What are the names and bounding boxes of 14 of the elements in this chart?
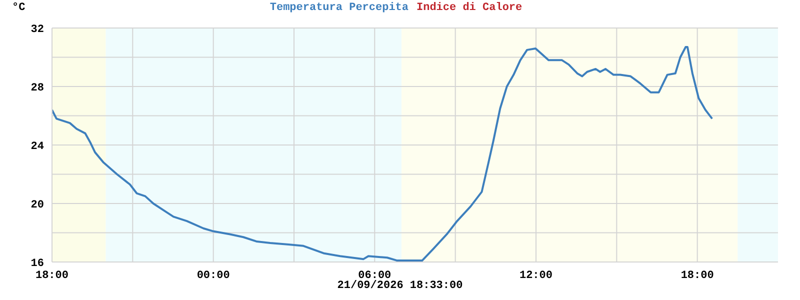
x-tick-label: 00:00 [196, 270, 230, 282]
x-tick-label: 18:00 [680, 270, 714, 282]
y-tick-label: 20 [30, 199, 44, 212]
y-axis-title: °C [12, 2, 26, 14]
x-tick-label: 18:00 [35, 270, 69, 282]
text: 21/09/2026 18:33:00 [336, 280, 464, 292]
y-tick-label: 16 [30, 258, 44, 270]
text: Temperatura Percepita [270, 2, 408, 14]
y-tick-label: 24 [30, 140, 44, 153]
y-tick-label: 28 [30, 82, 44, 94]
y-tick-label: 32 [30, 24, 44, 36]
x-tick-label: 12:00 [519, 270, 553, 282]
legend-label: Indice di Calore [416, 2, 522, 14]
line-series [52, 46, 714, 262]
